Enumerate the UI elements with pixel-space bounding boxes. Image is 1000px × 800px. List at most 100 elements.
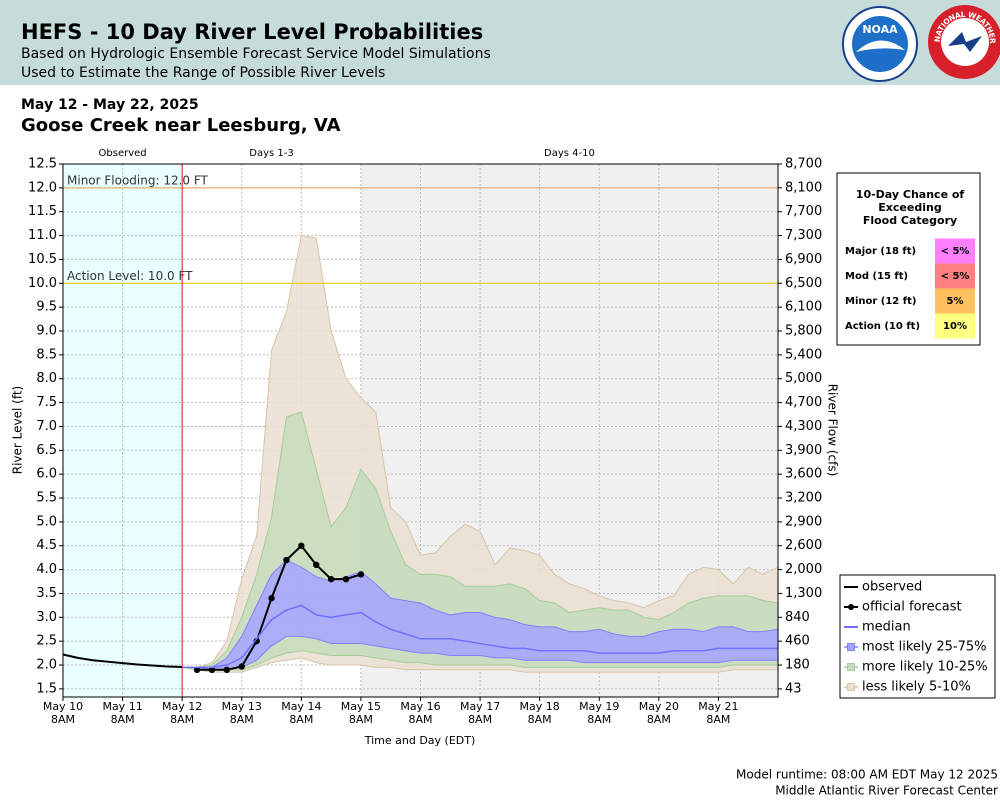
forecast-point: [238, 663, 245, 670]
x-tick-label: May 19: [579, 700, 619, 713]
y2-tick-label: 2,900: [785, 514, 822, 529]
legend-swatch: [848, 604, 854, 610]
region-label: Days 1-3: [249, 148, 293, 159]
y2-tick-label: 6,100: [785, 300, 822, 315]
x-tick-label: 8AM: [528, 713, 552, 726]
plot-border: [62, 163, 779, 698]
x-tick-label: 8AM: [170, 713, 194, 726]
y2-tick-label: 3,200: [785, 491, 822, 506]
y-tick-label: 12.0: [28, 180, 57, 195]
legend: observed official forecast median most like…: [839, 574, 996, 699]
y2-tick-label: 4,300: [785, 419, 822, 434]
chance-cell: [935, 263, 975, 289]
header-title: HEFS - 10 Day River Level Probabilities: [21, 20, 483, 44]
forecast-point: [357, 571, 365, 578]
y-tick-label: 2.0: [36, 658, 57, 673]
y-tick-label: 3.5: [36, 586, 57, 601]
x-tick-label: 8AM: [289, 713, 313, 726]
y-axis-label: River Level (ft): [11, 386, 25, 474]
y-tick-label: 6.5: [36, 443, 57, 458]
y-tick-label: 10.0: [28, 276, 57, 291]
category-label: Minor (12 ft): [845, 296, 916, 307]
y-tick-label: 3.0: [36, 610, 57, 625]
y-tick-label: 7.0: [36, 419, 57, 434]
forecast-point: [298, 542, 305, 549]
y-tick-label: 6.0: [36, 467, 57, 482]
y2-tick-label: 2,600: [785, 538, 822, 553]
y2-tick-label: 4,700: [785, 395, 822, 410]
y2-tick-label: 5,800: [785, 324, 822, 339]
y-tick-label: 4.5: [36, 538, 57, 553]
table-title: Flood Category: [863, 214, 957, 227]
y2-tick-label: 3,600: [785, 467, 822, 482]
legend-box: [839, 574, 996, 699]
x-tick-label: 8AM: [706, 713, 730, 726]
y-tick-label: 11.0: [28, 228, 57, 243]
noaa-text: NOAA: [862, 23, 898, 36]
x-tick-label: May 18: [520, 700, 560, 713]
x-tick-label: 8AM: [349, 713, 373, 726]
x-tick-label: May 11: [102, 700, 142, 713]
date-range: May 12 - May 22, 2025: [21, 97, 199, 113]
y-tick-label: 10.5: [28, 252, 57, 267]
y2-tick-label: 8,700: [785, 157, 822, 172]
y2-tick-label: 1,300: [785, 586, 822, 601]
legend-label: more likely 10-25%: [862, 660, 988, 675]
legend-label: median: [862, 620, 911, 635]
y-tick-label: 5.0: [36, 514, 57, 529]
x-tick-label: 8AM: [230, 713, 254, 726]
y2-tick-label: 3,900: [785, 443, 822, 458]
legend-label: official forecast: [862, 600, 962, 615]
y2-tick-label: 460: [785, 634, 810, 649]
forecast-point: [342, 575, 350, 583]
footer-runtime: Model runtime: 08:00 AM EDT May 12 2025: [736, 768, 998, 782]
x-tick-label: 8AM: [111, 713, 135, 726]
forecast-point: [327, 575, 335, 583]
series-line: [182, 604, 778, 669]
x-tick-label: May 12: [162, 700, 202, 713]
legend-swatch: [847, 643, 855, 651]
y-tick-label: 8.0: [36, 371, 57, 386]
y2-tick-label: 5,400: [785, 347, 822, 362]
series-line: [62, 653, 183, 668]
table-title: Exceeding: [878, 201, 941, 214]
y-tick-label: 9.5: [36, 300, 57, 315]
y2-tick-label: 180: [785, 658, 810, 673]
forecast-point: [208, 666, 216, 674]
x-tick-label: May 17: [460, 700, 500, 713]
chance-cell: [935, 238, 975, 264]
x-axis-label: Time and Day (EDT): [364, 734, 476, 747]
y-tick-label: 9.0: [36, 324, 57, 339]
forecast-point: [268, 595, 275, 602]
y2-tick-label: 7,300: [785, 228, 822, 243]
table-title: 10-Day Chance of: [856, 188, 965, 201]
y2-tick-label: 5,000: [785, 371, 822, 386]
y2-axis-label: River Flow (cfs): [826, 384, 840, 477]
y-tick-label: 8.5: [36, 347, 57, 362]
y2-tick-label: 840: [785, 610, 810, 625]
region-label: Days 4-10: [544, 148, 595, 159]
y-tick-label: 1.5: [36, 681, 57, 696]
y2-tick-label: 2,000: [785, 562, 822, 577]
x-tick-label: 8AM: [587, 713, 611, 726]
y-tick-label: 4.0: [36, 562, 57, 577]
forecast-point: [193, 666, 201, 674]
chance-label: 5%: [947, 296, 964, 307]
x-tick-label: May 16: [400, 700, 440, 713]
x-tick-label: May 10: [43, 700, 83, 713]
legend-swatch: [847, 663, 855, 671]
noaa-logo: NOAA: [842, 6, 918, 82]
y2-tick-label: 6,900: [785, 252, 822, 267]
forecast-point: [283, 556, 290, 564]
y2-tick-label: 8,100: [785, 180, 822, 195]
forecast-point: [223, 666, 231, 674]
y2-tick-label: 6,500: [785, 276, 822, 291]
y2-tick-label: 7,700: [785, 204, 822, 219]
header-subtitle: Used to Estimate the Range of Possible R…: [21, 65, 385, 81]
legend-label: less likely 5-10%: [862, 680, 971, 695]
header-subtitle: Based on Hydrologic Ensemble Forecast Se…: [21, 46, 491, 62]
chance-label: < 5%: [941, 271, 970, 282]
legend-swatch: [847, 683, 855, 691]
